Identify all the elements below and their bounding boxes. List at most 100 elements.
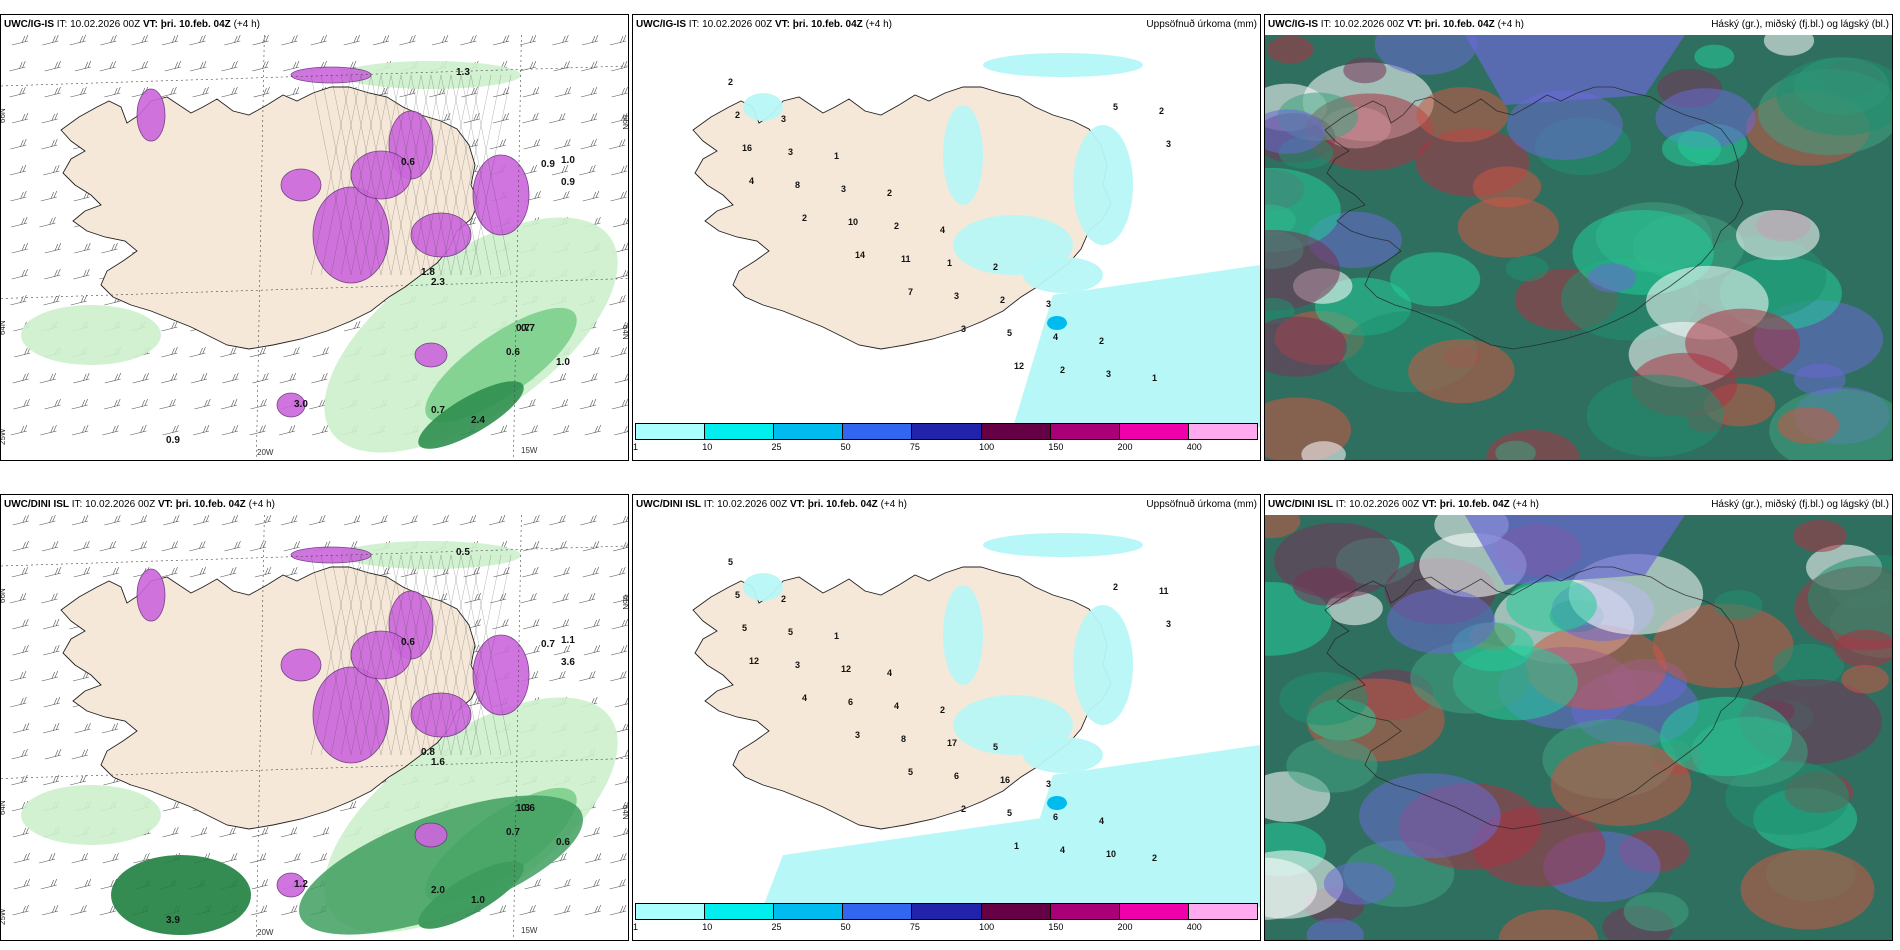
value-label: 5 [742,623,747,633]
colorbar-segment [843,904,913,919]
value-label: 4 [1053,332,1058,342]
panel-title: Háský (gr.), miðský (fj.bl.) og lágský (… [1711,19,1889,30]
value-label: 5 [735,590,740,600]
value-label: 3 [1106,369,1111,379]
value-label: 1.3 [516,803,530,814]
value-label: 12 [749,656,759,666]
colorbar-segment [1050,424,1120,439]
value-label: 0.7 [541,639,555,650]
value-label: 3 [954,291,959,301]
value-label: 3 [841,184,846,194]
model-name: UWC/DINI ISL [4,499,69,510]
colorbar-segment [981,424,1051,439]
grid-label: 64N [621,805,628,820]
lead-time: (+4 h) [1497,19,1524,30]
value-label: 0.6 [401,157,415,168]
colorbar-tick: 75 [909,442,920,452]
value-label: 0.6 [401,637,415,648]
value-label: 2 [781,594,786,604]
colorbar-tick: 10 [702,442,713,452]
value-label: 1 [1152,373,1157,383]
panel-title: Háský (gr.), miðský (fj.bl.) og lágský (… [1711,499,1889,510]
value-label: 5 [1007,808,1012,818]
value-label: 0.6 [506,347,520,358]
value-label: 2 [728,77,733,87]
panel-precip-rate-igis: UWC/IG-IS IT: 10.02.2026 00Z VT: þri. 10… [0,14,629,461]
grid-label: 64N [621,325,628,340]
value-label: 1.0 [556,357,570,368]
colorbar-tick: 25 [771,922,782,932]
map-canvas [1265,515,1892,940]
panel-accum-igis: UWC/IG-IS IT: 10.02.2026 00Z VT: þri. 10… [632,14,1261,461]
panel-precip-rate-dini: UWC/DINI ISL IT: 10.02.2026 00Z VT: þri.… [0,494,629,941]
colorbar-tick: 200 [1117,442,1133,452]
value-label: 2 [802,213,807,223]
value-label: 0.5 [456,547,470,558]
colorbar-segment [912,904,982,919]
valid-time: þri. 10.feb. 04Z [160,19,231,30]
coastline [1324,86,1744,350]
model-name: UWC/IG-IS [1268,19,1318,30]
value-label: 1 [834,151,839,161]
colorbar-segment [1050,904,1120,919]
value-label: 3.9 [166,915,180,926]
panel-header: UWC/DINI ISL IT: 10.02.2026 00Z VT: þri.… [1265,495,1892,515]
value-label: 1 [1014,841,1019,851]
model-name: UWC/IG-IS [636,19,686,30]
grid-labels: 66N 64N 25W 20W 15W 66N 64N [1,588,628,937]
value-label: 3 [1166,139,1171,149]
grid-label: 15W [521,926,538,935]
value-labels: 3.9 1.3 0.7 0.6 0.6 2.0 1.0 0.7 1.1 0.6 0.81.6 1.2 0… [166,547,575,926]
value-label: 0.7 [431,405,445,416]
value-label: 2 [993,262,998,272]
value-label: 3 [795,660,800,670]
value-label: 1.2 [294,879,308,890]
value-label: 3.6 [561,657,575,668]
model-name: UWC/IG-IS [4,19,54,30]
value-label: 4 [894,701,899,711]
init-time: 10.02.2026 00Z [70,19,141,30]
colorbar-segment [636,904,706,919]
value-label: 6 [848,697,853,707]
init-time: 10.02.2026 00Z [702,19,773,30]
value-label: 8 [901,734,906,744]
value-label: 12 [1014,361,1024,371]
value-label: 0.7 [506,827,520,838]
value-label: 5 [993,742,998,752]
value-labels: 0.90.70.61.00.70.72.40.9 1.00.61.82.33.01… [166,67,575,446]
value-label: 2 [1159,106,1164,116]
value-label: 3 [855,730,860,740]
colorbar-segment [981,904,1051,919]
value-label: 0.8 [421,747,435,758]
panel-header: UWC/IG-IS IT: 10.02.2026 00Z VT: þri. 10… [633,15,1260,35]
value-label: 3 [961,324,966,334]
land-iceland [692,86,1112,350]
value-label: 5 [788,627,793,637]
value-label: 2 [735,110,740,120]
value-label: 2 [887,188,892,198]
colorbar-tick: 150 [1048,922,1064,932]
value-label: 2 [1099,336,1104,346]
value-label: 2.0 [431,885,445,896]
grid-labels: 66N 64N 25W 20W 15W 66N 64N [1,108,628,457]
colorbar-segment [774,904,844,919]
value-label: 1.3 [456,67,470,78]
value-label: 2 [940,705,945,715]
lead-time: (+4 h) [233,19,260,30]
colorbar-tick: 400 [1186,442,1202,452]
value-label: 1.8 [421,267,435,278]
coastline [1324,566,1744,830]
value-label: 6 [1053,812,1058,822]
colorbar-tick: 50 [840,442,851,452]
value-label: 5 [908,767,913,777]
colorbar-segment [1119,424,1189,439]
value-label: 2 [1060,365,1065,375]
colorbar-segment [705,424,775,439]
graticule [1,515,628,940]
panel-cloud-dini: UWC/DINI ISL IT: 10.02.2026 00Z VT: þri.… [1264,494,1893,941]
map-canvas: 66N 64N 25W 20W 15W 66N 64N 3.9 1.3 0.7 0.6 0.6 2.0 1… [1,515,628,940]
grid-label: 64N [1,320,7,335]
grid-label: 15W [521,446,538,455]
value-label: 0.7 [516,323,530,334]
